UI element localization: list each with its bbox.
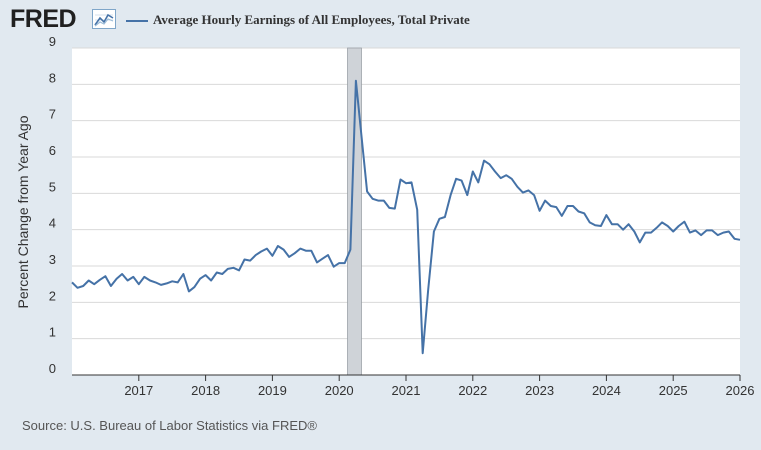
y-tick-label: 7 <box>49 107 56 122</box>
x-tick-label: 2022 <box>458 383 487 398</box>
x-tick-label: 2023 <box>525 383 554 398</box>
x-tick-label: 2020 <box>325 383 354 398</box>
y-tick-label: 2 <box>49 288 56 303</box>
y-tick-label: 1 <box>49 325 56 340</box>
x-tick-label: 2024 <box>592 383 621 398</box>
y-tick-label: 6 <box>49 143 56 158</box>
legend-series-label[interactable]: Average Hourly Earnings of All Employees… <box>153 12 470 27</box>
y-axis-label: Percent Change from Year Ago <box>15 115 31 308</box>
y-tick-label: 8 <box>49 70 56 85</box>
y-tick-label: 4 <box>49 216 56 231</box>
x-axis: 2017 2018 2019 2020 2021 2022 2023 2024 2025 2026 <box>72 374 755 398</box>
y-tick-label: 5 <box>49 179 56 194</box>
x-tick-label: 2018 <box>191 383 220 398</box>
legend-series-swatch <box>126 20 148 22</box>
y-tick-label: 9 <box>49 34 56 49</box>
y-tick-label: 0 <box>49 361 56 376</box>
x-tick-label: 2026 <box>726 383 755 398</box>
x-tick-label: 2021 <box>392 383 421 398</box>
x-tick-label: 2019 <box>258 383 287 398</box>
x-tick-label: 2017 <box>124 383 153 398</box>
y-tick-label: 3 <box>49 252 56 267</box>
chart-header: FRED Average Hourly Earnings of All Empl… <box>0 0 761 40</box>
y-axis: 0 1 2 3 4 5 6 7 8 9 <box>49 34 56 376</box>
series-layer <box>71 79 741 355</box>
source-note: Source: U.S. Bureau of Labor Statistics … <box>22 418 317 433</box>
line-chart-icon <box>92 9 116 29</box>
plot-area <box>72 48 740 375</box>
fred-logo[interactable]: FRED <box>10 5 77 33</box>
x-tick-label: 2025 <box>659 383 688 398</box>
series-line[interactable] <box>71 79 741 355</box>
